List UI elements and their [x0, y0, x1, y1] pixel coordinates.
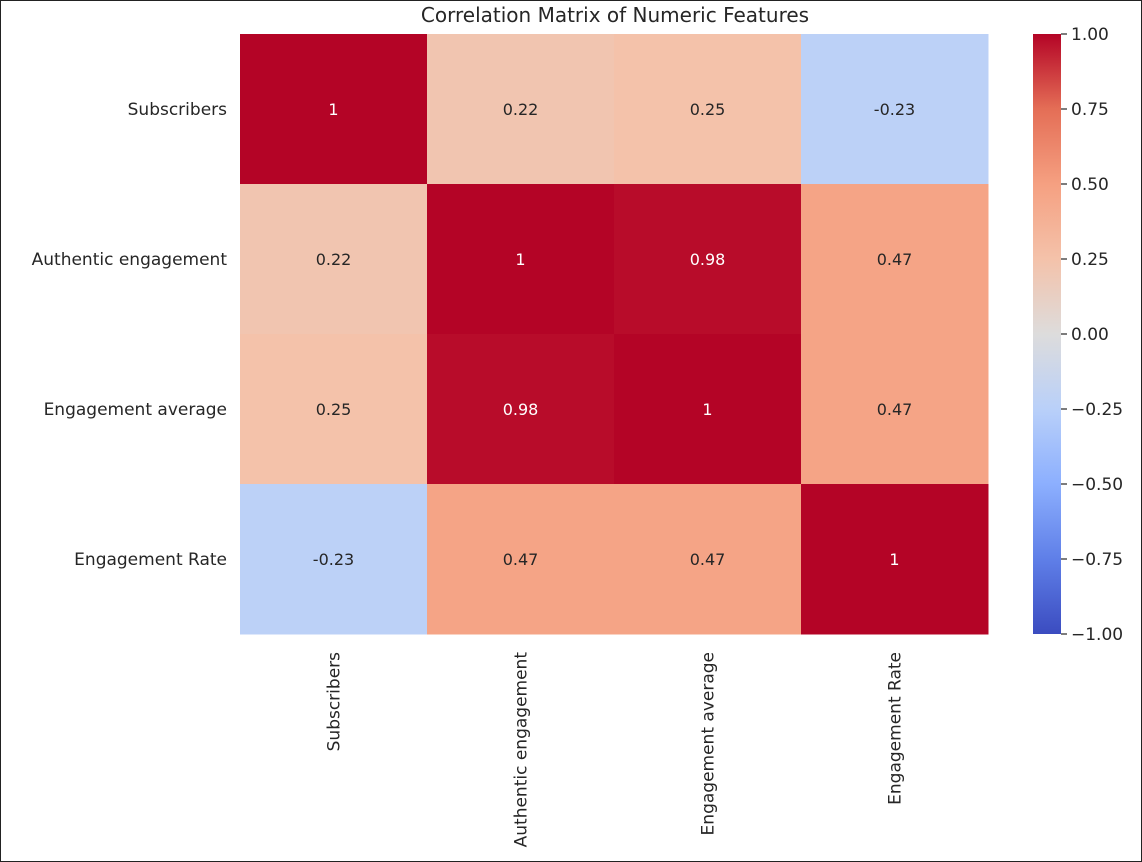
colorbar-tick-label: 0.25 [1071, 250, 1109, 270]
cell-value-label: 0.47 [690, 550, 726, 569]
row-label: Engagement average [44, 400, 227, 420]
cell-value-label: 0.25 [690, 100, 726, 119]
heatmap-cell [801, 184, 989, 335]
heatmap-cell [427, 334, 615, 485]
heatmap-cell [801, 334, 989, 485]
heatmap-cell [427, 184, 615, 335]
cell-value-label: -0.23 [874, 100, 915, 119]
heatmap-cell [240, 334, 428, 485]
colorbar-tick-label: −0.75 [1071, 550, 1123, 570]
heatmap-cell [801, 34, 989, 185]
column-label: Engagement average [699, 652, 719, 835]
heatmap-cell [427, 34, 615, 185]
colorbar-tick-label: −0.25 [1071, 400, 1123, 420]
colorbar-tick-label: 0.00 [1071, 325, 1109, 345]
cell-value-label: 1 [328, 100, 338, 119]
heatmap-cell [240, 484, 428, 635]
column-label: Authentic engagement [512, 652, 532, 848]
cell-value-label: 0.47 [503, 550, 539, 569]
colorbar [1033, 34, 1061, 634]
cell-value-label: 1 [515, 250, 525, 269]
heatmap-cell [240, 184, 428, 335]
cell-value-label: 0.98 [690, 250, 726, 269]
heatmap-cells: 1 0.22 0.25 -0.23 0.22 1 0.98 0.47 0.25 0.98 1 0.47… [240, 34, 989, 635]
colorbar-tick-label: −0.50 [1071, 475, 1123, 495]
heatmap-cell [240, 34, 428, 185]
column-labels: Subscribers Authentic engagement Engagemen… [325, 652, 906, 848]
heatmap-cell [427, 484, 615, 635]
heatmap-cell [801, 484, 989, 635]
heatmap-cell [614, 334, 802, 485]
colorbar-tick-label: −1.00 [1071, 625, 1123, 645]
cell-value-label: 0.47 [877, 400, 913, 419]
cell-value-label: -0.23 [313, 550, 354, 569]
cell-value-label: 0.98 [503, 400, 539, 419]
row-labels: Subscribers Authentic engagement Engagemen… [32, 100, 228, 570]
heatmap-cell [614, 484, 802, 635]
cell-value-label: 1 [889, 550, 899, 569]
colorbar-tick-label: 0.50 [1071, 175, 1109, 195]
row-label: Engagement Rate [74, 550, 227, 570]
cell-value-label: 1 [702, 400, 712, 419]
heatmap-cell [614, 34, 802, 185]
cell-value-label: 0.22 [316, 250, 352, 269]
cell-value-label: 0.47 [877, 250, 913, 269]
row-label: Authentic engagement [32, 250, 228, 270]
column-label: Subscribers [325, 652, 345, 752]
row-label: Subscribers [128, 100, 228, 120]
colorbar-ticks: 1.00 0.75 0.50 0.25 0.00 −0.25 −0.50 −0.75 −1.00 [1061, 25, 1123, 645]
colorbar-tick-label: 0.75 [1071, 100, 1109, 120]
cell-value-label: 0.22 [503, 100, 539, 119]
chart-title: Correlation Matrix of Numeric Features [421, 3, 809, 27]
cell-value-label: 0.25 [316, 400, 352, 419]
heatmap-cell [614, 184, 802, 335]
column-label: Engagement Rate [886, 652, 906, 805]
colorbar-tick-label: 1.00 [1071, 25, 1109, 45]
